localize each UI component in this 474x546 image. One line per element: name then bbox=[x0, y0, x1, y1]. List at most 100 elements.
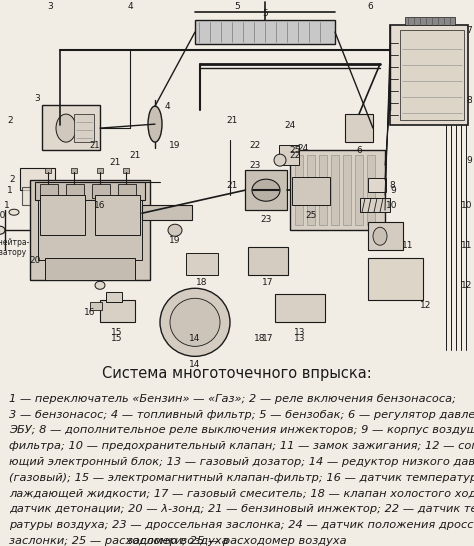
Ellipse shape bbox=[95, 281, 105, 289]
Text: 9: 9 bbox=[390, 186, 396, 195]
Ellipse shape bbox=[168, 224, 182, 236]
Text: 25: 25 bbox=[289, 146, 301, 155]
Text: 15: 15 bbox=[111, 334, 123, 343]
Text: 11: 11 bbox=[461, 241, 472, 250]
Bar bbox=[92, 184, 110, 198]
Text: 22: 22 bbox=[289, 151, 301, 159]
Text: 14: 14 bbox=[189, 334, 201, 343]
Bar bbox=[400, 30, 464, 120]
Text: ЭБУ; 8 — дополнительное реле выключения инжекторов; 9 — корпус воздушного: ЭБУ; 8 — дополнительное реле выключения … bbox=[9, 425, 474, 435]
Text: 8: 8 bbox=[466, 96, 472, 105]
Text: 21: 21 bbox=[129, 151, 141, 159]
Text: 5: 5 bbox=[234, 2, 240, 10]
Text: 25: 25 bbox=[305, 211, 317, 219]
Bar bbox=[45, 168, 51, 173]
Bar bbox=[45, 258, 135, 280]
Bar bbox=[368, 222, 403, 250]
Bar bbox=[368, 178, 386, 192]
Ellipse shape bbox=[252, 179, 280, 201]
Text: 12: 12 bbox=[420, 301, 432, 310]
Bar bbox=[123, 168, 129, 173]
Bar bbox=[355, 155, 363, 225]
Text: 3: 3 bbox=[47, 2, 53, 10]
Bar bbox=[97, 168, 103, 173]
Text: 3 — бензонасос; 4 — топливный фильтр; 5 — бензобак; 6 — регулятор давления; 7 —: 3 — бензонасос; 4 — топливный фильтр; 5 … bbox=[9, 410, 474, 419]
Text: 18: 18 bbox=[196, 278, 208, 287]
Bar bbox=[71, 168, 77, 173]
Ellipse shape bbox=[170, 298, 220, 346]
Bar bbox=[290, 150, 385, 230]
Text: 23: 23 bbox=[249, 161, 261, 170]
Text: фильтра; 10 — предохранительный клапан; 11 — замок зажигания; 12 — согласу-: фильтра; 10 — предохранительный клапан; … bbox=[9, 441, 474, 451]
Bar bbox=[74, 114, 94, 142]
Text: 2: 2 bbox=[7, 116, 13, 124]
Text: 20: 20 bbox=[29, 256, 41, 265]
Bar bbox=[292, 177, 330, 205]
Text: 7: 7 bbox=[466, 26, 472, 34]
Bar bbox=[195, 20, 335, 44]
Text: 21: 21 bbox=[90, 141, 100, 150]
Bar bbox=[279, 145, 299, 165]
Bar bbox=[295, 155, 303, 225]
Bar bbox=[100, 300, 135, 322]
Text: 19: 19 bbox=[169, 141, 181, 150]
Text: 4: 4 bbox=[127, 2, 133, 10]
Text: 15: 15 bbox=[111, 328, 123, 337]
Bar bbox=[40, 184, 58, 198]
Bar bbox=[38, 200, 142, 260]
Ellipse shape bbox=[148, 106, 162, 142]
Bar bbox=[42, 105, 100, 150]
Bar bbox=[275, 294, 325, 322]
Text: заслонки; 25 — расходомер воздуха: заслонки; 25 — расходомер воздуха bbox=[9, 536, 229, 546]
Bar bbox=[405, 17, 455, 25]
Text: 17: 17 bbox=[262, 278, 274, 287]
Bar bbox=[66, 184, 84, 198]
Text: лаждающей жидкости; 17 — газовый смеситель; 18 — клапан холостого хода; 19 —: лаждающей жидкости; 17 — газовый смесите… bbox=[9, 489, 474, 498]
Ellipse shape bbox=[0, 226, 5, 234]
Text: 3: 3 bbox=[34, 93, 40, 103]
Ellipse shape bbox=[160, 288, 230, 357]
Text: (газовый); 15 — электромагнитный клапан-фильтр; 16 — датчик температуры ох-: (газовый); 15 — электромагнитный клапан-… bbox=[9, 473, 474, 483]
Bar bbox=[331, 155, 339, 225]
Text: 14: 14 bbox=[189, 360, 201, 369]
Bar bbox=[118, 184, 136, 198]
Text: 16: 16 bbox=[84, 308, 96, 317]
Text: 20: 20 bbox=[0, 211, 6, 219]
Text: 21: 21 bbox=[226, 181, 237, 189]
Text: Система многоточечного впрыска:: Система многоточечного впрыска: bbox=[102, 366, 372, 381]
Text: 4: 4 bbox=[164, 102, 170, 111]
Bar bbox=[35, 182, 145, 200]
Bar bbox=[142, 205, 192, 220]
Ellipse shape bbox=[373, 227, 387, 245]
Bar bbox=[319, 155, 327, 225]
Text: 22: 22 bbox=[249, 141, 261, 150]
Bar bbox=[95, 195, 140, 235]
Text: 6: 6 bbox=[356, 146, 362, 155]
Text: 2: 2 bbox=[9, 175, 15, 183]
Text: лизатору: лизатору bbox=[0, 248, 27, 257]
Text: К нейтра-: К нейтра- bbox=[0, 238, 29, 247]
Text: заслонки; 25 — расходомер воздуха: заслонки; 25 — расходомер воздуха bbox=[127, 536, 347, 546]
Text: 11: 11 bbox=[402, 241, 414, 250]
Ellipse shape bbox=[274, 154, 286, 166]
Text: ющий электронный блок; 13 — газовый дозатор; 14 — редуктор низкого давления: ющий электронный блок; 13 — газовый доза… bbox=[9, 457, 474, 467]
Text: 7: 7 bbox=[473, 31, 474, 39]
Text: 13: 13 bbox=[294, 328, 306, 337]
Bar bbox=[40, 195, 85, 235]
Text: 10: 10 bbox=[386, 201, 398, 210]
Text: 21: 21 bbox=[109, 158, 121, 167]
Text: 10: 10 bbox=[461, 201, 472, 210]
Text: 17: 17 bbox=[262, 334, 274, 343]
Bar bbox=[360, 198, 390, 212]
Text: 24: 24 bbox=[284, 121, 296, 129]
Bar bbox=[186, 253, 218, 275]
Bar bbox=[390, 25, 468, 125]
Bar bbox=[22, 187, 52, 205]
Text: 1: 1 bbox=[7, 186, 13, 195]
Bar bbox=[245, 170, 287, 210]
Text: 12: 12 bbox=[461, 281, 472, 290]
Text: 1: 1 bbox=[4, 201, 10, 210]
Ellipse shape bbox=[9, 209, 19, 215]
Bar bbox=[345, 114, 373, 142]
Text: 1 — переключатель «Бензин» — «Газ»; 2 — реле включения бензонасоса;: 1 — переключатель «Бензин» — «Газ»; 2 — … bbox=[9, 394, 456, 404]
